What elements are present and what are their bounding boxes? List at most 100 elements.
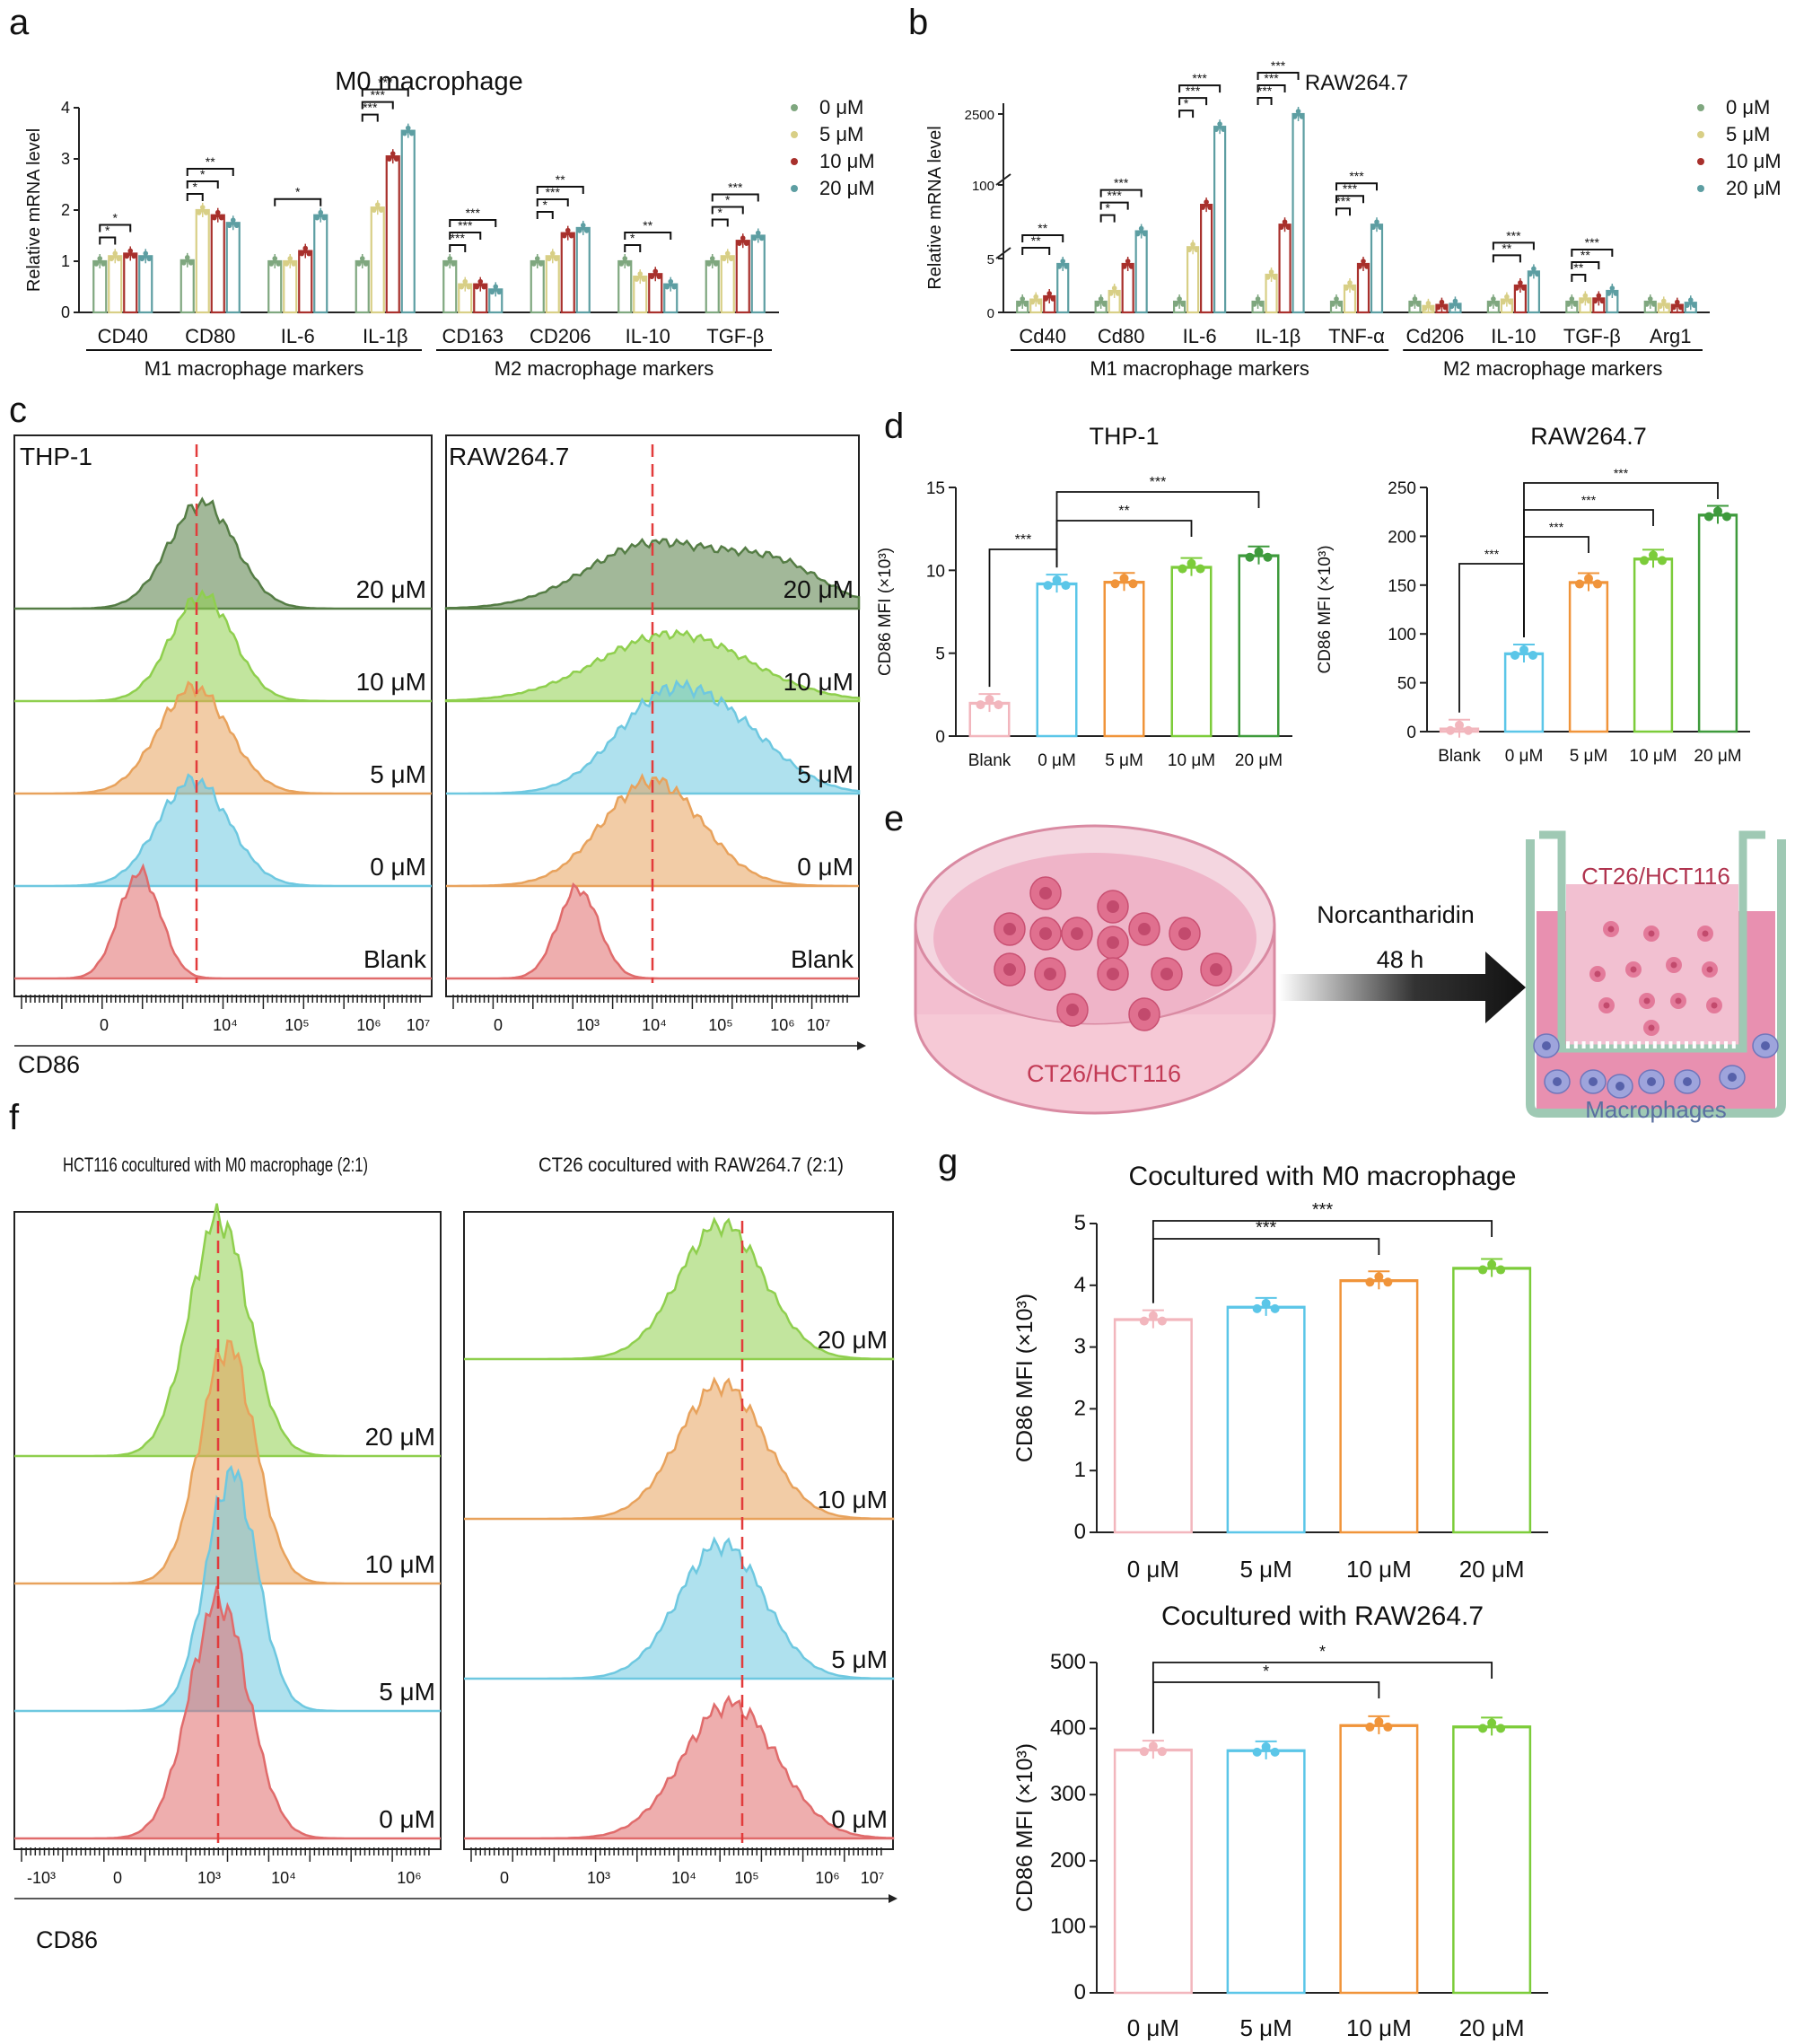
x-tick-label: 10³ <box>197 1869 221 1887</box>
histogram-curve <box>14 589 432 703</box>
x-tick-label: 10⁵ <box>285 1016 309 1034</box>
tumor-cell-nucleus <box>1711 1002 1718 1009</box>
panel-g-charts: Cocultured with M0 macrophage CD86 MFI (×… <box>1012 1162 1548 2041</box>
data-point <box>116 256 122 262</box>
membrane-pore <box>1685 1041 1688 1048</box>
membrane-pore <box>1668 1041 1673 1048</box>
y-axis-label: Relative mRNA level <box>925 126 945 289</box>
data-point <box>408 130 415 136</box>
data-point <box>1252 1747 1262 1757</box>
data-point <box>226 223 232 229</box>
significance-label: *** <box>1335 194 1351 208</box>
y-tick-label: 400 <box>1050 1716 1086 1741</box>
category-label: 20 μM <box>1235 751 1283 770</box>
category-label: IL-10 <box>1491 325 1536 347</box>
data-point <box>1365 1277 1375 1287</box>
significance-label: *** <box>1114 176 1129 190</box>
legend-label: 5 μM <box>819 123 863 145</box>
y-tick-label: 3 <box>1074 1335 1086 1359</box>
data-point <box>1043 581 1053 591</box>
legend-label: 5 μM <box>1726 123 1770 145</box>
y-tick-label: 3 <box>61 150 70 168</box>
histogram-curve <box>464 1376 895 1521</box>
significance-bracket <box>1335 182 1378 191</box>
significance-label: *** <box>1015 532 1032 548</box>
histogram-title: THP-1 <box>20 443 92 470</box>
x-tick-label: 10⁶ <box>770 1016 794 1034</box>
significance-bracket <box>536 210 554 219</box>
histogram-curve <box>446 679 861 795</box>
bar <box>1113 1748 1193 1995</box>
data-point <box>314 215 320 221</box>
bar <box>750 234 766 314</box>
bar <box>313 214 328 314</box>
category-label: 20 μM <box>1694 747 1741 766</box>
x-tick-label: 0 <box>494 1016 503 1034</box>
y-tick-label: 4 <box>1074 1273 1086 1297</box>
significance-label: *** <box>458 218 473 232</box>
bar <box>575 226 591 314</box>
significance-bracket <box>186 180 219 189</box>
insert-label: CT26/HCT116 <box>1581 863 1730 890</box>
x-tick-label: 0 <box>500 1869 509 1887</box>
significance-bracket <box>1151 1220 1493 1303</box>
data-point <box>146 256 153 262</box>
data-point <box>1670 304 1677 311</box>
data-point <box>1213 127 1219 132</box>
data-point <box>649 274 655 280</box>
x-tick-label: 10⁵ <box>708 1016 732 1034</box>
significance-label: ** <box>556 172 565 187</box>
bar <box>1370 224 1384 314</box>
data-point <box>1270 1747 1280 1757</box>
data-point <box>1270 1303 1280 1313</box>
significance-label: * <box>1105 201 1110 215</box>
significance-bracket <box>1021 247 1051 255</box>
significance-bracket <box>1256 97 1273 105</box>
legend-label: 20 μM <box>819 177 875 199</box>
legend-marker <box>791 104 798 111</box>
chart-title: RAW264.7 <box>1530 423 1647 450</box>
data-point <box>1173 302 1178 307</box>
x-tick-label: 10³ <box>587 1869 610 1887</box>
dish-cells <box>994 876 1232 1031</box>
row-label: 20 μM <box>365 1423 435 1451</box>
data-point <box>994 700 1003 710</box>
tumor-cell-nucleus <box>1107 968 1119 980</box>
arrow-time-label: 48 h <box>1377 946 1424 973</box>
significance-label: *** <box>1614 466 1629 480</box>
y-tick-label: 100 <box>1050 1914 1086 1938</box>
y-tick-label: 0 <box>987 306 994 321</box>
data-point <box>1501 299 1506 305</box>
data-point <box>1565 302 1572 307</box>
x-tick-label: 10⁵ <box>734 1869 758 1887</box>
y-axis-label: CD86 MFI (×10³) <box>876 548 895 676</box>
data-point <box>530 261 537 267</box>
x-axis-arrowhead <box>857 1041 866 1050</box>
row-label: 0 μM <box>370 853 426 881</box>
significance-bracket <box>1099 214 1116 223</box>
histogram-curve <box>446 882 859 980</box>
significance-label: *** <box>1257 83 1273 98</box>
data-point <box>1383 1722 1393 1732</box>
legend-marker <box>1697 185 1704 192</box>
membrane-pore <box>1629 1041 1633 1048</box>
bar <box>1200 204 1213 314</box>
significance-bracket <box>1492 254 1521 263</box>
bar <box>180 259 195 314</box>
y-tick-label: 5 <box>935 645 945 664</box>
data-point <box>386 156 392 162</box>
significance-label: *** <box>1349 169 1364 183</box>
tumor-cell-nucleus <box>1648 1024 1655 1031</box>
significance-bracket <box>1055 491 1260 568</box>
data-point <box>196 210 202 215</box>
significance-bracket <box>361 88 409 97</box>
legend-label: 10 μM <box>1726 150 1782 172</box>
legend-label: 0 μM <box>819 96 863 118</box>
group-label: M2 macrophage markers <box>1443 357 1663 380</box>
membrane-pore <box>1581 1041 1586 1048</box>
data-point <box>211 215 217 221</box>
row-label: 20 μM <box>784 575 854 603</box>
category-label: Blank <box>1438 747 1481 766</box>
category-label: Cd40 <box>1019 325 1066 347</box>
bar <box>530 259 545 314</box>
